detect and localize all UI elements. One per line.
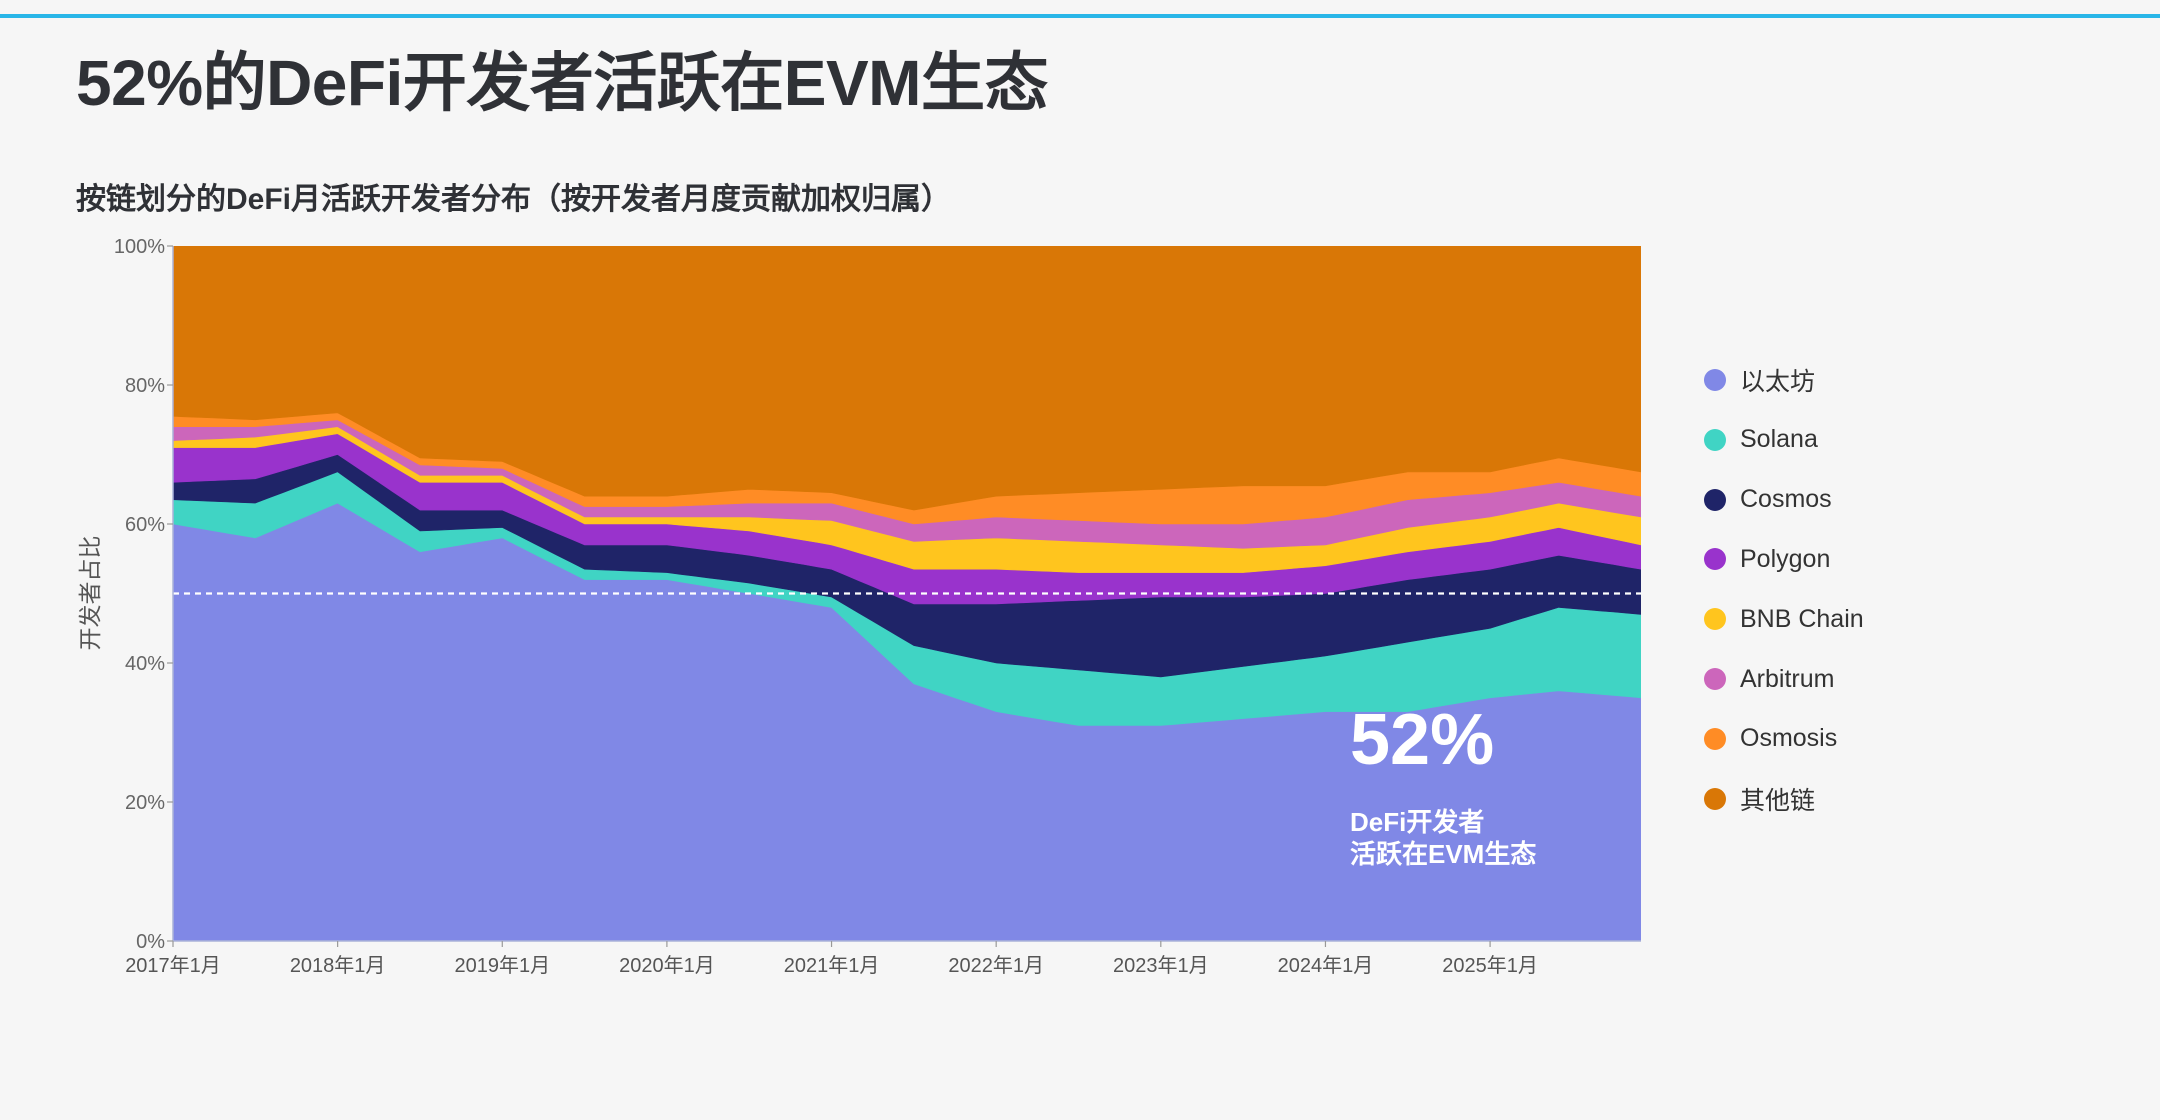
legend-item: Arbitrum: [1704, 659, 1834, 699]
legend-label: Polygon: [1740, 544, 1831, 573]
y-tick-label: 20%: [125, 792, 165, 814]
legend-item: Solana: [1704, 420, 1818, 460]
callout: 52% DeFi开发者 活跃在EVM生态: [1350, 704, 1536, 870]
y-axis-title: 开发者占比: [77, 536, 103, 651]
legend-swatch: [1704, 488, 1726, 511]
stacked-areas: [173, 246, 1641, 941]
area-其他链: [173, 246, 1641, 511]
legend-item: Polygon: [1704, 539, 1830, 579]
legend-item: 其他链: [1704, 779, 1815, 819]
y-tick-label: 80%: [125, 375, 165, 397]
legend-swatch: [1704, 369, 1726, 391]
x-tick-label: 2019年1月: [454, 954, 550, 977]
top-accent-rule: [0, 14, 2160, 18]
y-tick-label: 40%: [125, 653, 165, 675]
legend-label: 以太坊: [1740, 368, 1816, 396]
page-title: 52%的DeFi开发者活跃在EVM生态: [76, 47, 1048, 119]
legend-swatch: [1704, 787, 1726, 810]
y-tick-label: 0%: [136, 931, 165, 953]
x-tick-label: 2025年1月: [1442, 954, 1538, 977]
callout-line-2: 活跃在EVM生态: [1350, 839, 1537, 869]
callout-value: 52%: [1350, 700, 1495, 780]
legend-swatch: [1704, 548, 1726, 571]
legend-item: 以太坊: [1704, 360, 1815, 400]
legend-item: BNB Chain: [1704, 599, 1864, 639]
y-tick-label: 60%: [125, 514, 165, 536]
legend-swatch: [1704, 608, 1726, 631]
legend-item: Osmosis: [1704, 719, 1837, 759]
x-tick-label: 2020年1月: [619, 954, 715, 977]
x-tick-label: 2018年1月: [290, 954, 386, 977]
axes: 0% 20% 40% 60% 80% 100% 2017年1月 2018年1月 2019年1月 2…: [114, 236, 1641, 977]
legend-label: BNB Chain: [1740, 604, 1864, 633]
x-tick-label: 2017年1月: [125, 954, 221, 977]
legend-swatch: [1704, 727, 1726, 750]
x-tick-label: 2024年1月: [1278, 954, 1374, 977]
callout-line-1: DeFi开发者: [1350, 807, 1485, 837]
legend-item: Cosmos: [1704, 480, 1832, 520]
x-tick-label: 2023年1月: [1113, 954, 1209, 977]
y-tick-label: 100%: [114, 236, 165, 258]
legend-label: Arbitrum: [1740, 664, 1835, 693]
chart-title: 按链划分的DeFi月活跃开发者分布（按开发者月度贡献加权归属）: [76, 183, 952, 216]
legend-swatch: [1704, 428, 1726, 451]
legend-label: Solana: [1740, 425, 1818, 454]
x-tick-label: 2022年1月: [948, 954, 1044, 977]
x-tick-label: 2021年1月: [784, 954, 880, 977]
legend-label: Cosmos: [1740, 485, 1832, 514]
legend-label: Osmosis: [1740, 724, 1838, 753]
legend-swatch: [1704, 668, 1726, 690]
legend-label: 其他链: [1740, 786, 1816, 815]
